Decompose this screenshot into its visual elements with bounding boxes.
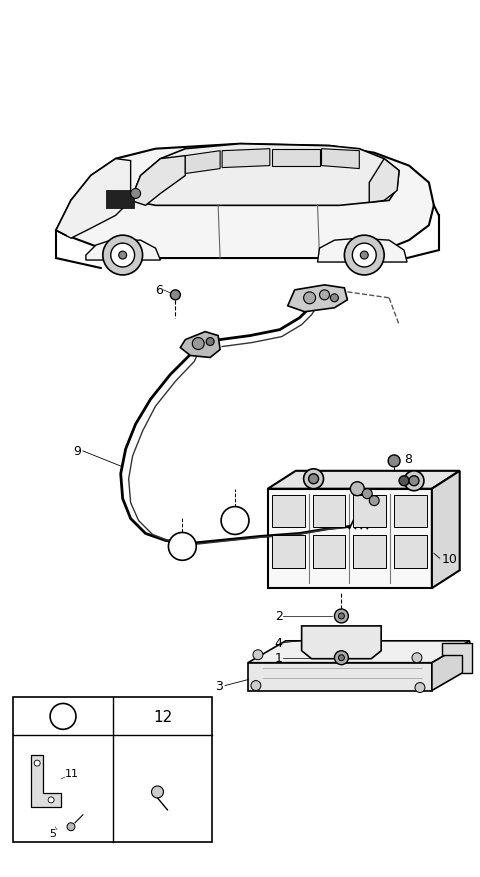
Polygon shape bbox=[131, 156, 185, 206]
Polygon shape bbox=[248, 663, 432, 691]
Polygon shape bbox=[56, 145, 434, 259]
Text: 6: 6 bbox=[156, 284, 163, 297]
Circle shape bbox=[404, 471, 424, 491]
Circle shape bbox=[369, 496, 379, 506]
Circle shape bbox=[50, 703, 76, 730]
Circle shape bbox=[168, 533, 196, 560]
Bar bbox=[312, 496, 346, 528]
Bar bbox=[353, 536, 386, 568]
Circle shape bbox=[344, 236, 384, 275]
Circle shape bbox=[399, 476, 409, 486]
Circle shape bbox=[152, 786, 164, 798]
Circle shape bbox=[350, 482, 364, 496]
Text: 5: 5 bbox=[49, 828, 56, 838]
Polygon shape bbox=[442, 643, 472, 673]
Bar bbox=[394, 496, 427, 528]
Text: 8: 8 bbox=[404, 453, 412, 466]
Circle shape bbox=[192, 339, 204, 350]
Text: 7: 7 bbox=[414, 473, 422, 486]
Circle shape bbox=[48, 797, 54, 803]
Circle shape bbox=[206, 339, 214, 346]
Bar bbox=[312, 536, 346, 568]
Bar bbox=[272, 496, 305, 528]
Circle shape bbox=[221, 507, 249, 535]
Circle shape bbox=[335, 610, 348, 624]
Bar bbox=[106, 191, 133, 209]
Circle shape bbox=[335, 651, 348, 665]
Circle shape bbox=[330, 295, 338, 303]
Bar bbox=[272, 536, 305, 568]
Text: 10: 10 bbox=[442, 553, 458, 565]
Circle shape bbox=[320, 290, 329, 301]
Polygon shape bbox=[369, 160, 399, 203]
Text: 12: 12 bbox=[153, 709, 172, 724]
Circle shape bbox=[409, 476, 419, 486]
Polygon shape bbox=[222, 149, 270, 168]
Circle shape bbox=[360, 252, 368, 260]
Polygon shape bbox=[432, 641, 469, 691]
Polygon shape bbox=[322, 149, 360, 169]
Circle shape bbox=[67, 823, 75, 831]
Circle shape bbox=[253, 650, 263, 660]
Circle shape bbox=[131, 189, 141, 199]
Bar bbox=[353, 496, 386, 528]
Text: 9: 9 bbox=[73, 445, 81, 458]
Text: 3: 3 bbox=[215, 680, 223, 692]
Polygon shape bbox=[268, 489, 432, 588]
Polygon shape bbox=[248, 641, 469, 663]
Circle shape bbox=[309, 474, 319, 484]
Polygon shape bbox=[301, 626, 381, 659]
Text: a: a bbox=[59, 710, 67, 723]
Circle shape bbox=[388, 455, 400, 467]
Polygon shape bbox=[268, 471, 460, 489]
Polygon shape bbox=[272, 149, 320, 167]
Text: 11: 11 bbox=[65, 768, 79, 778]
Circle shape bbox=[304, 293, 315, 304]
Circle shape bbox=[111, 244, 134, 267]
Circle shape bbox=[170, 290, 180, 301]
Polygon shape bbox=[56, 160, 131, 239]
Circle shape bbox=[34, 760, 40, 766]
Polygon shape bbox=[180, 332, 220, 358]
Bar bbox=[13, 698, 212, 842]
Polygon shape bbox=[288, 286, 348, 312]
Polygon shape bbox=[86, 241, 160, 260]
Polygon shape bbox=[131, 145, 399, 206]
Circle shape bbox=[304, 469, 324, 489]
Text: 4: 4 bbox=[275, 637, 283, 650]
Bar bbox=[394, 536, 427, 568]
Circle shape bbox=[119, 252, 127, 260]
Text: a: a bbox=[179, 542, 186, 552]
Polygon shape bbox=[432, 471, 460, 588]
Circle shape bbox=[338, 655, 344, 661]
Text: 2: 2 bbox=[275, 610, 283, 623]
Polygon shape bbox=[31, 755, 61, 807]
Polygon shape bbox=[318, 239, 407, 263]
Text: 1: 1 bbox=[275, 652, 283, 665]
Circle shape bbox=[352, 244, 376, 267]
Circle shape bbox=[362, 489, 372, 499]
Text: a: a bbox=[231, 516, 239, 526]
Polygon shape bbox=[185, 152, 220, 175]
Circle shape bbox=[412, 653, 422, 663]
Circle shape bbox=[338, 613, 344, 619]
Circle shape bbox=[103, 236, 143, 275]
Circle shape bbox=[251, 681, 261, 691]
Circle shape bbox=[415, 683, 425, 693]
